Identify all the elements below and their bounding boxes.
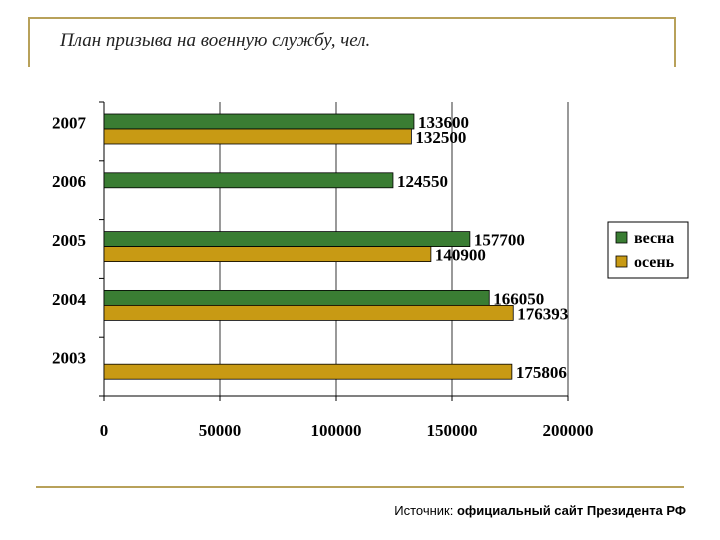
bar <box>103 246 432 263</box>
legend-swatch <box>615 255 628 268</box>
y-tick-label: 2006 <box>52 172 86 191</box>
frame-left-border <box>28 17 30 67</box>
legend-box <box>607 221 689 279</box>
bar <box>103 128 412 145</box>
y-tick-label: 2004 <box>52 290 87 309</box>
bar <box>103 113 415 130</box>
data-label: 133600 <box>418 113 469 132</box>
footer-divider <box>36 486 684 488</box>
data-label: 140900 <box>435 246 486 265</box>
y-tick-label: 2005 <box>52 231 86 250</box>
bar <box>103 231 471 248</box>
data-label: 176393 <box>517 304 568 323</box>
x-tick-label: 0 <box>100 421 109 440</box>
legend-label: осень <box>634 254 675 271</box>
legend-swatch <box>615 231 628 244</box>
x-tick-label: 100000 <box>311 421 362 440</box>
data-label: 124550 <box>397 172 448 191</box>
bar <box>103 304 514 321</box>
frame-right-border <box>674 17 676 67</box>
data-label: 132500 <box>415 128 466 147</box>
x-tick-label: 200000 <box>543 421 594 440</box>
data-label: 157700 <box>474 231 525 250</box>
y-tick-label: 2007 <box>52 113 87 132</box>
y-tick-label: 2003 <box>52 349 86 368</box>
data-label: 175806 <box>516 363 567 382</box>
x-tick-label: 50000 <box>199 421 242 440</box>
bar <box>103 289 490 306</box>
source-note: Источник: официальный сайт Президента РФ <box>394 503 686 518</box>
source-text: официальный сайт Президента РФ <box>456 503 686 518</box>
data-label: 166050 <box>493 289 544 308</box>
page-title: План призыва на военную службу, чел. <box>60 30 371 51</box>
bar <box>103 363 513 380</box>
frame-top-border <box>28 17 676 19</box>
legend-label: весна <box>634 230 674 247</box>
x-tick-label: 150000 <box>427 421 478 440</box>
bar <box>103 172 394 189</box>
source-prefix: Источник: <box>394 503 454 518</box>
